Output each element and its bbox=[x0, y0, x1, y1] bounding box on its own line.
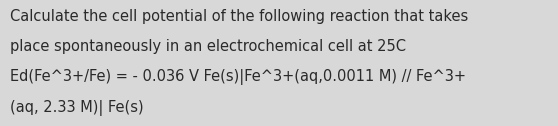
Text: place spontaneously in an electrochemical cell at 25C: place spontaneously in an electrochemica… bbox=[10, 39, 406, 54]
Text: Calculate the cell potential of the following reaction that takes: Calculate the cell potential of the foll… bbox=[10, 9, 468, 24]
Text: Ed(Fe^3+/Fe) = - 0.036 V Fe(s)|Fe^3+(aq,0.0011 M) // Fe^3+: Ed(Fe^3+/Fe) = - 0.036 V Fe(s)|Fe^3+(aq,… bbox=[10, 69, 466, 85]
Text: (aq, 2.33 M)| Fe(s): (aq, 2.33 M)| Fe(s) bbox=[10, 100, 143, 116]
